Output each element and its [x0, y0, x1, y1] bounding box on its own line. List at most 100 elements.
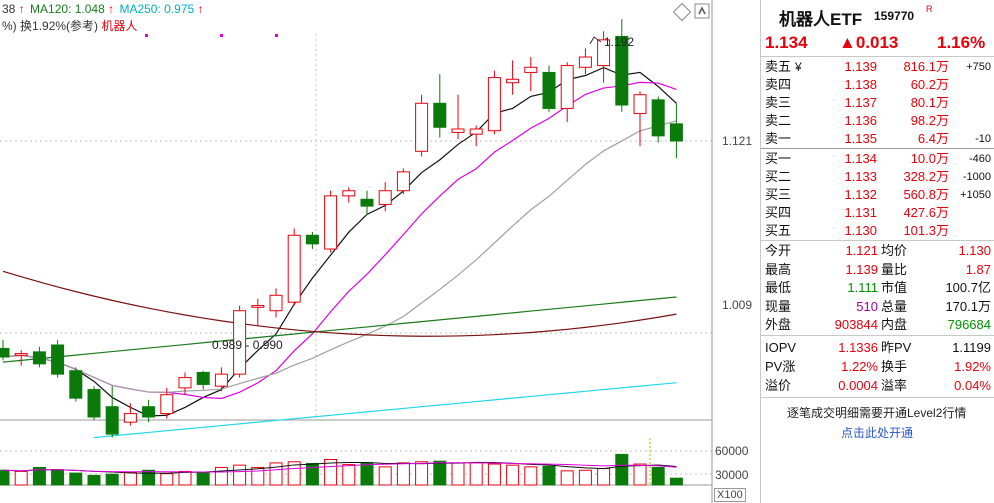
candle-body — [451, 128, 465, 133]
iopv-value: 1.1199 — [952, 340, 991, 355]
candle[interactable] — [396, 168, 410, 195]
volume-bar — [578, 469, 592, 486]
quote-row: 今开 1.121 均价 1.130 — [761, 242, 994, 260]
candle[interactable] — [578, 48, 592, 75]
ma120-line — [2, 270, 677, 337]
quote-row: 买一 1.134 10.0万 -460 — [761, 150, 994, 168]
quote-row: IOPV 1.1336 昨PV 1.1199 — [761, 339, 994, 357]
quote-panel: 机器人ETF 159770 R 1.134 ▲0.013 1.16% 卖五 ¥1.… — [760, 0, 994, 503]
quote-row: 卖四 1.138 60.2万 — [761, 76, 994, 94]
open-level2-link[interactable]: 点击此处开通 — [841, 426, 914, 440]
candle[interactable] — [14, 350, 28, 366]
candle[interactable] — [160, 387, 174, 419]
stat-label: 今开 — [765, 243, 792, 258]
candle[interactable] — [342, 187, 356, 203]
candle[interactable] — [0, 339, 10, 361]
candle[interactable] — [105, 386, 119, 438]
ask-price: 1.137 — [844, 95, 877, 110]
candle-body — [560, 65, 574, 109]
candle[interactable] — [415, 94, 429, 157]
quote-row: 现量 510 总量 170.1万 — [761, 298, 994, 316]
candle-body — [360, 198, 374, 207]
candle[interactable] — [542, 65, 556, 112]
candle[interactable] — [651, 96, 665, 143]
candle[interactable] — [123, 403, 137, 426]
bid-label: 买三 — [765, 187, 792, 202]
candle[interactable] — [69, 367, 83, 402]
candle[interactable] — [560, 62, 574, 123]
iopv-label: 昨PV — [881, 340, 912, 355]
candle[interactable] — [251, 298, 265, 327]
stat-label: 市值 — [881, 280, 908, 295]
volume-bar — [51, 469, 65, 486]
candle-body — [487, 77, 501, 132]
candle-body — [524, 66, 538, 73]
stat-value: 1.121 — [845, 243, 878, 258]
quote-row: 最低 1.111 市值 100.7亿 — [761, 279, 994, 297]
iopv-label: IOPV — [765, 340, 797, 355]
iopv-label: 溢率 — [881, 378, 908, 393]
candle[interactable] — [451, 94, 465, 140]
diamond-icon[interactable] — [672, 2, 692, 22]
candle[interactable] — [178, 372, 192, 395]
candle[interactable] — [433, 74, 447, 138]
candle[interactable] — [378, 182, 392, 212]
candle[interactable] — [469, 125, 483, 147]
ask-delta: -10 — [975, 133, 991, 145]
volume-bar — [269, 462, 283, 486]
high-annotation: 1.192 — [604, 35, 635, 49]
candle-body — [269, 294, 283, 312]
candle[interactable] — [669, 103, 683, 159]
candle[interactable] — [32, 346, 46, 368]
ma250-line — [93, 382, 677, 439]
volume-bar — [469, 462, 483, 486]
quote-row: 溢价 0.0004 溢率 0.04% — [761, 377, 994, 395]
volume-bar — [342, 464, 356, 486]
etf-name: 机器人ETF — [779, 10, 863, 29]
bid-label: 买五 — [765, 223, 792, 238]
candle-body — [615, 35, 629, 106]
stat-value: 510 — [856, 298, 878, 314]
stat-value: 1.111 — [847, 280, 878, 295]
candle[interactable] — [305, 231, 319, 249]
candle[interactable] — [87, 386, 101, 421]
candle[interactable] — [633, 91, 647, 147]
iopv-label: 溢价 — [765, 378, 792, 393]
candle[interactable] — [214, 367, 228, 392]
candle-body — [142, 406, 156, 418]
etf-code: 159770 — [874, 9, 915, 23]
candle[interactable] — [487, 70, 501, 135]
candle[interactable] — [233, 305, 247, 378]
low-annotation: 0.989 - 0.990 — [212, 338, 283, 352]
candle[interactable] — [269, 288, 283, 318]
candle[interactable] — [615, 19, 629, 112]
candle[interactable] — [360, 190, 374, 215]
candle[interactable] — [196, 370, 210, 390]
chevron-up-icon — [698, 6, 706, 15]
bid-label: 买二 — [765, 169, 792, 184]
candle-body — [0, 347, 10, 358]
stat-label: 均价 — [881, 243, 908, 258]
candle[interactable] — [142, 399, 156, 423]
bid-volume: 10.0万 — [910, 151, 949, 166]
candle-body — [214, 373, 228, 387]
volume-bar — [451, 462, 465, 486]
expand-button[interactable] — [694, 3, 710, 19]
iopv-value: 1.1336 — [838, 340, 878, 355]
candle-body — [69, 370, 83, 399]
stat-label: 最低 — [765, 280, 792, 295]
stat-label: 外盘 — [765, 317, 792, 332]
volume-bar — [0, 469, 10, 486]
candle-body — [105, 406, 119, 435]
candle[interactable] — [506, 60, 520, 95]
quote-row: 卖五 ¥1.139 816.1万 +750 — [761, 58, 994, 76]
candle[interactable] — [524, 57, 538, 92]
bid-delta: -460 — [968, 153, 991, 165]
turnover-label: 换1.92%(参考) — [20, 19, 99, 33]
volume-bar — [178, 470, 192, 486]
kline-chart[interactable] — [0, 0, 760, 503]
candle[interactable] — [597, 31, 611, 83]
candle[interactable] — [287, 228, 301, 306]
candle[interactable] — [51, 339, 65, 378]
candle[interactable] — [324, 190, 338, 253]
